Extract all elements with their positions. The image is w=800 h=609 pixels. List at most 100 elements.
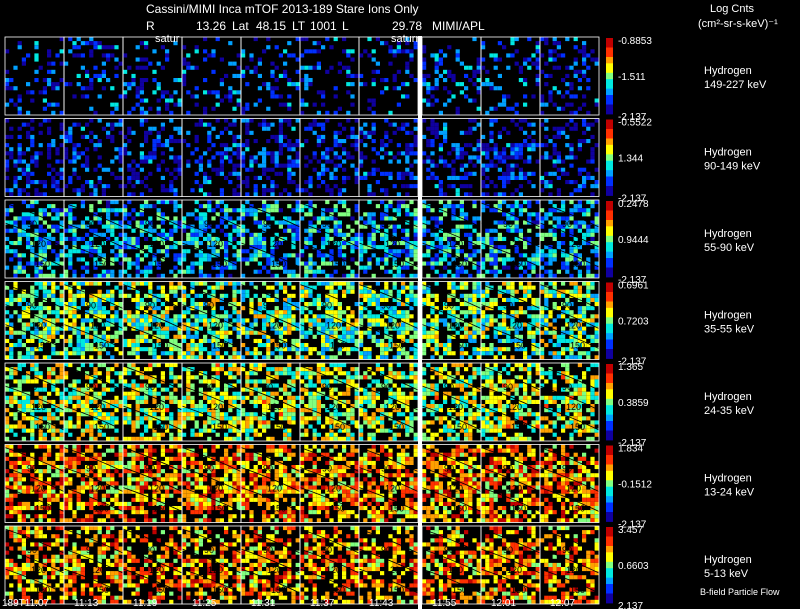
heatmap-cell (232, 122, 237, 127)
heatmap-cell (241, 281, 246, 286)
heatmap-cell (367, 98, 372, 103)
heatmap-cell (93, 228, 98, 233)
heatmap-cell (577, 49, 582, 54)
heatmap-cell (392, 318, 397, 323)
heatmap-cell (367, 318, 372, 323)
heatmap-cell (451, 94, 456, 99)
heatmap-cell (30, 285, 35, 290)
heatmap-cell (97, 261, 102, 266)
heatmap-cell (207, 253, 212, 258)
heatmap-cell (359, 355, 364, 360)
heatmap-cell (333, 289, 338, 294)
heatmap-cell (131, 130, 136, 135)
heatmap-cell (518, 265, 523, 270)
heatmap-cell (325, 236, 330, 241)
colorbar-segment (606, 251, 613, 256)
heatmap-cell (68, 289, 73, 294)
heatmap-cell (556, 220, 561, 225)
heatmap-cell (139, 78, 144, 83)
heatmap-cell (287, 302, 292, 307)
heatmap-cell (316, 184, 321, 189)
heatmap-cell (64, 285, 69, 290)
heatmap-cell (97, 220, 102, 225)
heatmap-cell (215, 37, 220, 42)
heatmap-cell (177, 78, 182, 83)
heatmap-cell (17, 110, 22, 115)
heatmap-cell (30, 232, 35, 237)
heatmap-cell (224, 204, 229, 209)
heatmap-cell (291, 322, 296, 327)
heatmap-cell (333, 293, 338, 298)
heatmap-cell (561, 200, 566, 205)
heatmap-cell (47, 151, 52, 156)
heatmap-cell (232, 351, 237, 356)
heatmap-cell (5, 163, 10, 168)
heatmap-cell (232, 73, 237, 78)
heatmap-cell (30, 306, 35, 311)
heatmap-cell (443, 130, 448, 135)
heatmap-cell (194, 86, 199, 91)
heatmap-cell (278, 126, 283, 131)
heatmap-cell (47, 130, 52, 135)
pitch-angle-contour (4, 242, 65, 268)
heatmap-cell (123, 224, 128, 229)
heatmap-cell (173, 167, 178, 172)
heatmap-cell (165, 49, 170, 54)
heatmap-cell (156, 212, 161, 217)
heatmap-cell (249, 253, 254, 258)
heatmap-cell (472, 297, 477, 302)
heatmap-cell (304, 334, 309, 339)
heatmap-cell (405, 37, 410, 42)
heatmap-cell (401, 326, 406, 331)
heatmap-cell (156, 297, 161, 302)
heatmap-cell (493, 302, 498, 307)
heatmap-cell (106, 338, 111, 343)
heatmap-cell (325, 253, 330, 258)
colorbar-segment (606, 69, 613, 74)
heatmap-cell (506, 285, 511, 290)
heatmap-cell (447, 310, 452, 315)
heatmap-cell (241, 208, 246, 213)
heatmap-cell (144, 175, 149, 180)
heatmap-cell (561, 261, 566, 266)
heatmap-cell (304, 265, 309, 270)
heatmap-cell (165, 306, 170, 311)
heatmap-cell (135, 65, 140, 70)
heatmap-cell (257, 61, 262, 66)
heatmap-cell (451, 306, 456, 311)
heatmap-cell (228, 159, 233, 164)
heatmap-cell (569, 245, 574, 250)
heatmap-cell (266, 318, 271, 323)
heatmap-cell (42, 98, 47, 103)
heatmap-cell (64, 302, 69, 307)
heatmap-cell (464, 261, 469, 266)
pitch-angle-contour (358, 324, 419, 349)
heatmap-cell (21, 220, 26, 225)
heatmap-cell (409, 253, 414, 258)
heatmap-cell (556, 65, 561, 70)
colorbar-segment (606, 220, 613, 224)
colorbar-segment (606, 60, 613, 64)
heatmap-cell (413, 151, 418, 156)
heatmap-cell (203, 49, 208, 54)
heatmap-cell (295, 232, 300, 237)
heatmap-cell (76, 347, 81, 352)
heatmap-panel (122, 36, 183, 116)
heatmap-cell (106, 334, 111, 339)
heatmap-cell (287, 53, 292, 58)
heatmap-cell (97, 273, 102, 278)
heatmap-cell (375, 293, 380, 298)
heatmap-cell (329, 171, 334, 176)
heatmap-cell (506, 265, 511, 270)
heatmap-cell (569, 65, 574, 70)
heatmap-cell (13, 281, 18, 286)
heatmap-cell (89, 245, 94, 250)
heatmap-cell (17, 318, 22, 323)
heatmap-cell (211, 245, 216, 250)
heatmap-cell (569, 180, 574, 185)
heatmap-cell (409, 57, 414, 62)
heatmap-cell (21, 334, 26, 339)
heatmap-cell (266, 106, 271, 111)
heatmap-cell (232, 326, 237, 331)
heatmap-cell (51, 228, 56, 233)
